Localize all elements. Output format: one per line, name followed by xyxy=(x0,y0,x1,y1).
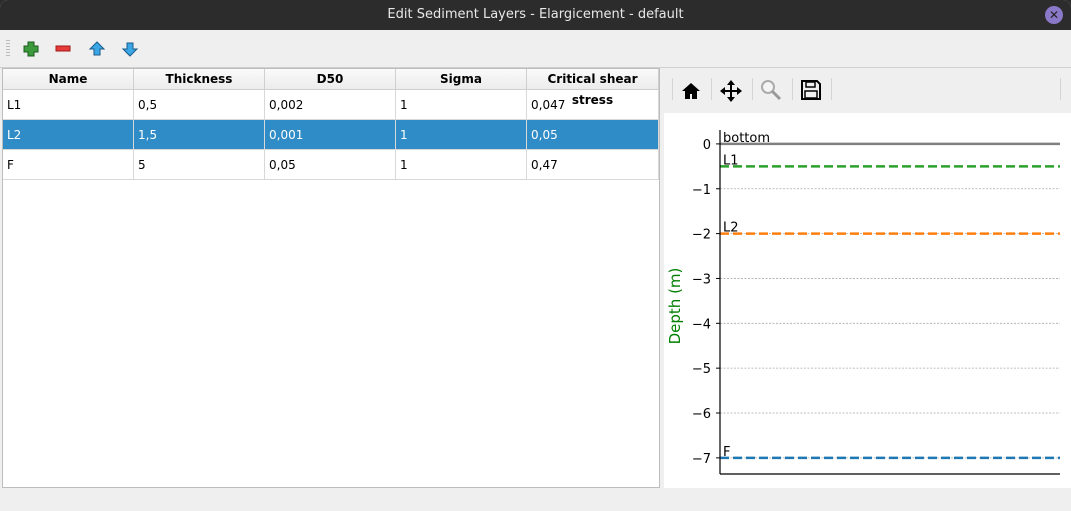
remove-layer-button[interactable] xyxy=(54,40,72,58)
cell[interactable]: 0,47 xyxy=(527,150,659,180)
column-header[interactable]: Critical shear stress xyxy=(527,69,659,107)
layers-table: Name Thickness D50 Sigma Critical shear … xyxy=(2,68,660,488)
separator xyxy=(711,78,712,100)
separator xyxy=(752,78,753,100)
layer-label: L1 xyxy=(723,153,739,168)
table-row[interactable]: L1 0,5 0,002 1 0,047 xyxy=(3,90,659,120)
save-button[interactable] xyxy=(800,79,822,101)
home-button[interactable] xyxy=(680,80,702,102)
table-header: Name Thickness D50 Sigma Critical shear … xyxy=(3,69,659,107)
y-tick-label: 0 xyxy=(703,138,711,153)
zoom-button[interactable] xyxy=(759,78,783,102)
cell[interactable]: 0,05 xyxy=(527,120,659,150)
column-header[interactable]: Sigma xyxy=(396,69,527,90)
cell[interactable]: 1 xyxy=(396,120,527,150)
separator xyxy=(792,78,793,100)
table-row[interactable]: F 5 0,05 1 0,47 xyxy=(3,150,659,180)
table-row-selected[interactable]: L2 1,5 0,001 1 0,05 xyxy=(3,120,659,150)
cell[interactable]: 0,002 xyxy=(265,90,396,120)
column-header[interactable]: Thickness xyxy=(134,69,265,90)
cell[interactable]: L2 xyxy=(3,120,134,150)
y-tick-label: −5 xyxy=(692,362,711,377)
column-header[interactable]: D50 xyxy=(265,69,396,90)
cell[interactable]: 0,001 xyxy=(265,120,396,150)
zoom-icon xyxy=(761,80,782,101)
y-tick-label: −3 xyxy=(692,272,711,287)
cell[interactable]: 0,5 xyxy=(134,90,265,120)
pan-icon xyxy=(720,80,742,102)
separator xyxy=(1060,78,1061,100)
layer-label: F xyxy=(723,445,730,460)
move-up-button[interactable] xyxy=(88,40,106,58)
toolbar-grip[interactable] xyxy=(6,40,10,58)
move-down-button[interactable] xyxy=(121,40,139,58)
separator xyxy=(672,78,673,100)
y-axis-label: Depth (m) xyxy=(666,268,684,345)
layer-toolbar xyxy=(0,30,1071,68)
title-bar: Edit Sediment Layers - Elargicement - de… xyxy=(0,0,1071,30)
cell[interactable]: 0,05 xyxy=(265,150,396,180)
pan-button[interactable] xyxy=(719,79,743,103)
add-icon xyxy=(23,41,39,57)
column-header[interactable]: Name xyxy=(3,69,134,90)
y-tick-label: −7 xyxy=(692,452,711,467)
layer-label: bottom xyxy=(723,131,770,146)
cell[interactable]: 5 xyxy=(134,150,265,180)
move-down-icon xyxy=(121,42,139,57)
layer-label: L2 xyxy=(723,221,739,236)
separator xyxy=(831,78,832,100)
remove-icon xyxy=(55,45,71,52)
plot-toolbar xyxy=(664,72,1064,108)
status-bar xyxy=(0,488,1071,511)
y-tick-label: −1 xyxy=(692,183,711,198)
y-tick-label: −4 xyxy=(692,317,711,332)
move-up-icon xyxy=(88,41,106,56)
cell[interactable]: L1 xyxy=(3,90,134,120)
y-tick-label: −6 xyxy=(692,407,711,422)
add-layer-button[interactable] xyxy=(22,40,40,58)
cell[interactable]: 1 xyxy=(396,90,527,120)
cell[interactable]: 1 xyxy=(396,150,527,180)
close-button[interactable]: ✕ xyxy=(1045,6,1063,24)
depth-plot[interactable]: Depth (m) 0 −1 −2 −3 −4 −5 −6 −7 bottom L1 L2 F xyxy=(664,113,1071,488)
depth-chart: Depth (m) 0 −1 −2 −3 −4 −5 −6 −7 bottom L1 L2 F xyxy=(666,130,1060,475)
window-title: Edit Sediment Layers - Elargicement - de… xyxy=(387,7,684,22)
home-icon xyxy=(682,83,700,99)
cell[interactable]: 1,5 xyxy=(134,120,265,150)
cell[interactable]: F xyxy=(3,150,134,180)
cell[interactable]: 0,047 xyxy=(527,90,659,120)
y-tick-label: −2 xyxy=(692,228,711,243)
save-icon xyxy=(801,80,821,100)
